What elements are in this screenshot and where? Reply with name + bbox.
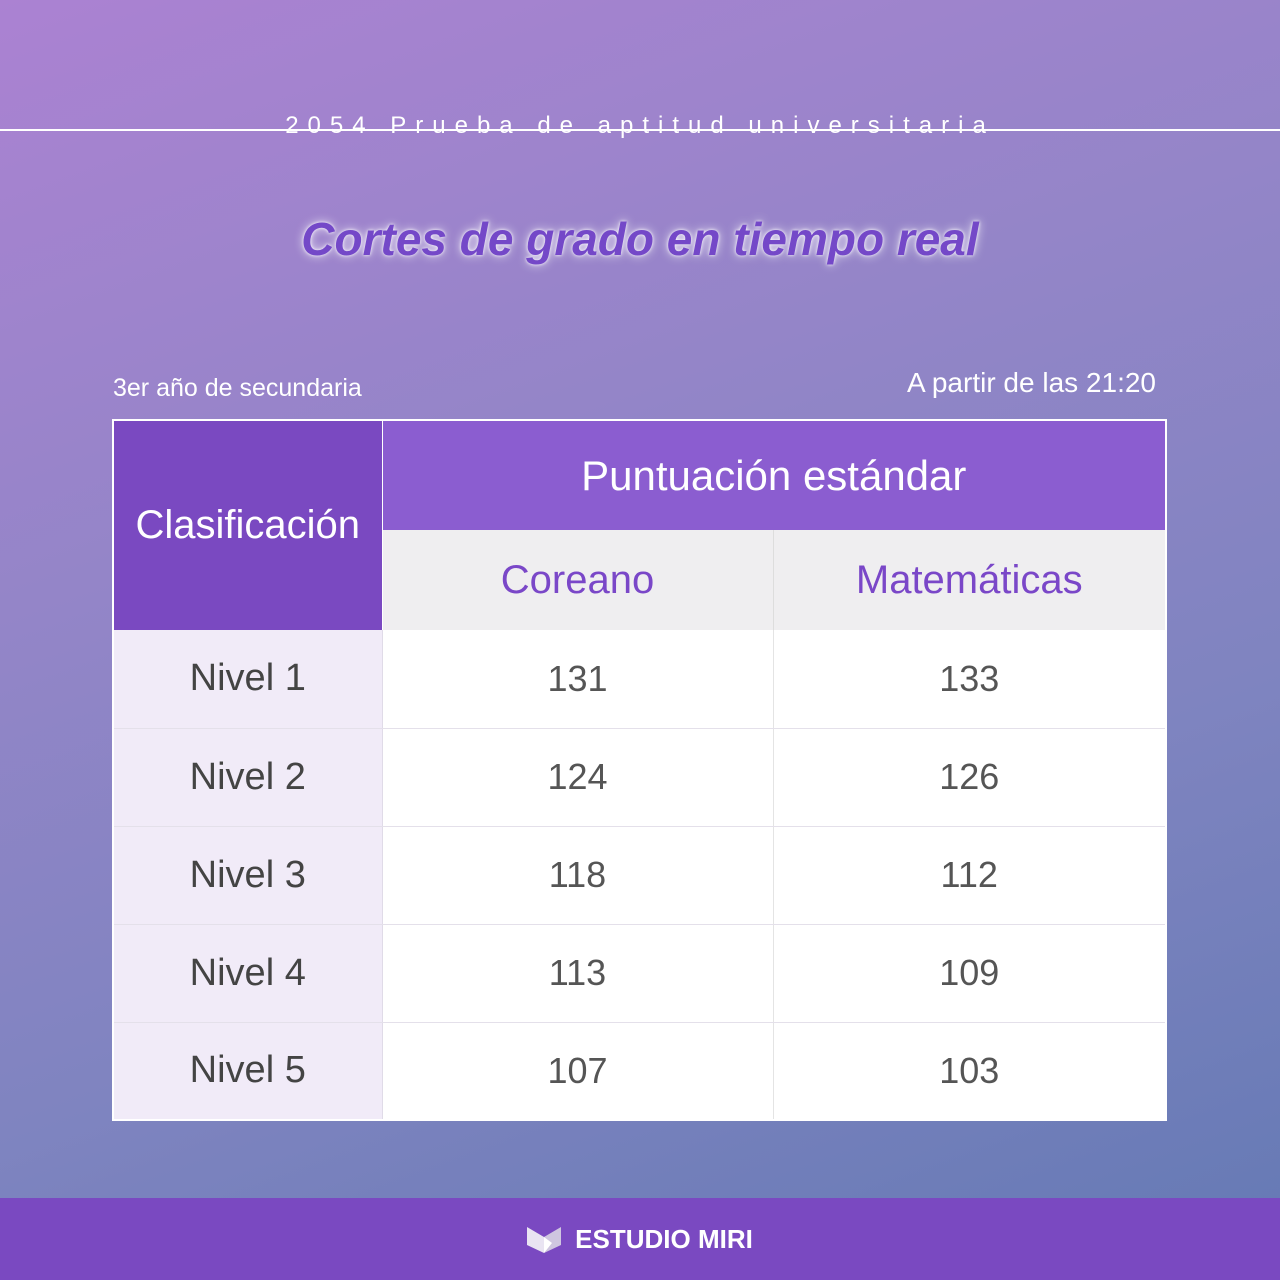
header-standard-score: Puntuación estándar: [382, 420, 1166, 530]
table-row: Nivel 4 113 109: [113, 924, 1167, 1023]
header-korean: Coreano: [382, 530, 774, 630]
math-cell: 112: [773, 826, 1167, 925]
korean-cell: 118: [382, 826, 774, 925]
table-row: Nivel 5 107 103: [113, 1022, 1167, 1121]
korean-cell: 113: [382, 924, 774, 1023]
page-title: Cortes de grado en tiempo real: [301, 213, 979, 265]
open-book-logo-icon: [527, 1227, 562, 1253]
level-cell: Nivel 5: [113, 1022, 383, 1121]
math-cell: 103: [773, 1022, 1167, 1121]
table-row: Nivel 2 124 126: [113, 728, 1167, 827]
level-cell: Nivel 3: [113, 826, 383, 925]
math-cell: 126: [773, 728, 1167, 827]
brand-name: ESTUDIO MIRI: [575, 1223, 753, 1254]
level-cell: Nivel 4: [113, 924, 383, 1023]
math-cell: 109: [773, 924, 1167, 1023]
grade-cut-table: Clasificación Puntuación estándar Corean…: [112, 419, 1167, 1121]
level-cell: Nivel 1: [113, 630, 383, 729]
header-classification: Clasificación: [113, 420, 383, 630]
korean-cell: 107: [382, 1022, 774, 1121]
table-row: Nivel 3 118 112: [113, 826, 1167, 925]
timestamp-label: A partir de las 21:20: [906, 367, 1156, 398]
grade-label: 3er año de secundaria: [113, 374, 362, 402]
decorative-line: [0, 129, 1280, 131]
header-math: Matemáticas: [773, 530, 1167, 630]
level-cell: Nivel 2: [113, 728, 383, 827]
korean-cell: 131: [382, 630, 774, 729]
korean-cell: 124: [382, 728, 774, 827]
table-row: Nivel 1 131 133: [113, 630, 1167, 729]
math-cell: 133: [773, 630, 1167, 729]
footer: ESTUDIO MIRI: [0, 1198, 1280, 1280]
exam-subtitle: 2054 Prueba de aptitud universitaria: [285, 112, 995, 139]
